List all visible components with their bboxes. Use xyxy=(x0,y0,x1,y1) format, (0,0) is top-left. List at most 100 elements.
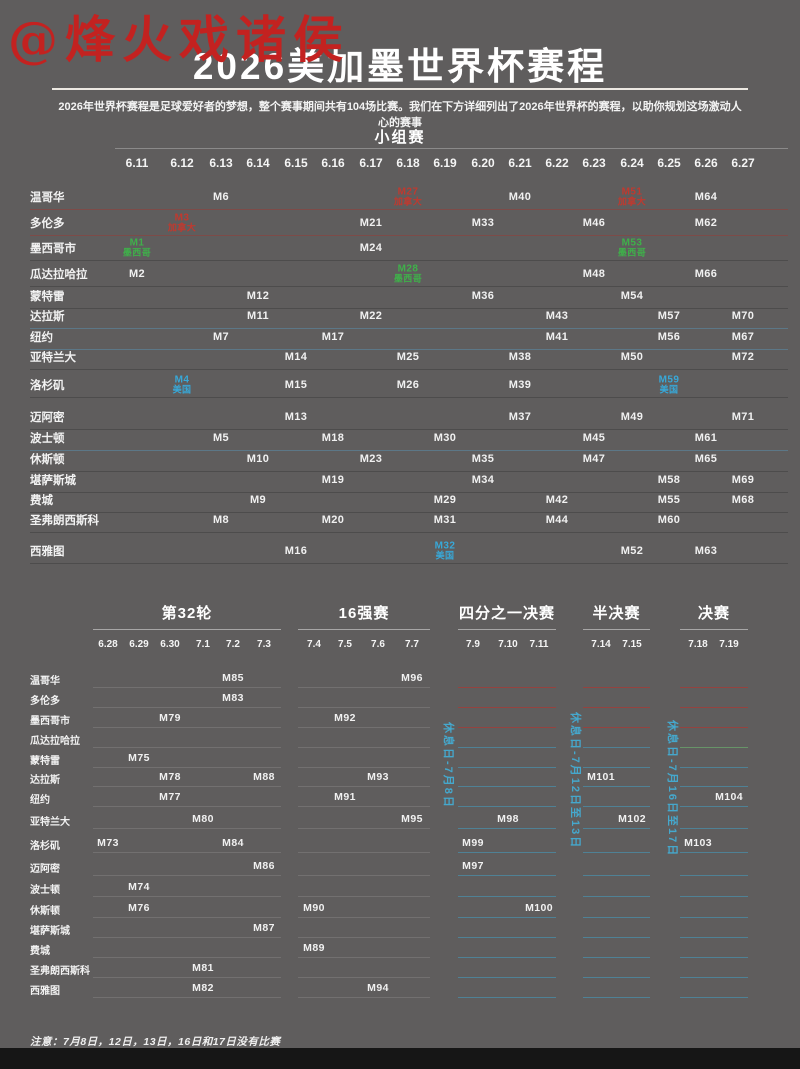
phase-row-line xyxy=(680,786,748,787)
match-cell: M100 xyxy=(525,902,553,914)
phase-row-line xyxy=(583,852,650,853)
match-cell-hosted: M27 加拿大 xyxy=(394,187,422,208)
phase-row-line xyxy=(93,687,281,688)
match-cell: M91 xyxy=(334,791,356,803)
host-country-label: 美国 xyxy=(659,384,679,395)
match-cell: M84 xyxy=(222,837,244,849)
group-city-label: 瓜达拉哈拉 xyxy=(30,269,88,281)
match-cell: M99 xyxy=(462,837,484,849)
knockout-city-label: 波士顿 xyxy=(30,885,60,896)
match-cell: M87 xyxy=(253,922,275,934)
group-row-separator xyxy=(30,563,788,564)
phase-row-line xyxy=(458,828,556,829)
phase-row-line xyxy=(298,875,430,876)
group-date-header: 6.21 xyxy=(508,156,532,170)
phase-row-line xyxy=(93,828,281,829)
match-cell: M85 xyxy=(222,672,244,684)
group-date-header: 6.22 xyxy=(545,156,569,170)
phase-row-line xyxy=(93,727,281,728)
phase-row-line xyxy=(583,747,650,748)
match-cell-hosted: M3 加拿大 xyxy=(168,213,196,234)
match-cell: M75 xyxy=(128,752,150,764)
group-row-separator xyxy=(30,397,788,398)
knockout-city-label: 纽约 xyxy=(30,795,50,806)
match-cell: M65 xyxy=(694,453,718,465)
match-cell: M78 xyxy=(159,771,181,783)
knockout-date-header: 7.19 xyxy=(719,639,739,650)
knockout-date-header: 7.14 xyxy=(591,639,611,650)
knockout-city-label: 蒙特雷 xyxy=(30,756,60,767)
group-row-separator xyxy=(30,429,788,430)
match-cell: M95 xyxy=(401,813,423,825)
phase-row-line xyxy=(583,806,650,807)
group-date-header: 6.25 xyxy=(657,156,681,170)
phase-row-line xyxy=(583,997,650,998)
group-date-header: 6.15 xyxy=(284,156,308,170)
group-row-separator xyxy=(30,260,788,261)
phase-heading-divider xyxy=(680,629,748,630)
knockout-city-label: 洛杉矶 xyxy=(30,841,60,852)
phase-row-line xyxy=(298,937,430,938)
match-cell: M60 xyxy=(657,514,681,526)
phase-row-line xyxy=(458,957,556,958)
group-city-label: 西雅图 xyxy=(30,546,65,558)
match-cell: M96 xyxy=(401,672,423,684)
group-row-separator xyxy=(30,492,788,493)
host-country-label: 加拿大 xyxy=(167,222,197,233)
match-number: M27 xyxy=(397,186,419,198)
phase-row-line xyxy=(680,917,748,918)
phase-row-line xyxy=(298,767,430,768)
knockout-city-label: 瓜达拉哈拉 xyxy=(30,736,80,747)
group-date-header: 6.17 xyxy=(359,156,383,170)
phase-row-line xyxy=(458,806,556,807)
phase-row-line xyxy=(458,852,556,853)
knockout-city-label: 西雅图 xyxy=(30,986,60,997)
match-cell: M31 xyxy=(433,514,457,526)
match-cell: M92 xyxy=(334,712,356,724)
match-number: M28 xyxy=(397,263,419,275)
host-country-label: 墨西哥 xyxy=(393,273,423,284)
match-cell: M11 xyxy=(247,310,269,322)
match-cell: M103 xyxy=(684,837,712,849)
phase-row-line xyxy=(680,896,748,897)
match-cell: M66 xyxy=(694,268,718,280)
knockout-date-header: 7.15 xyxy=(622,639,642,650)
phase-row-line xyxy=(680,957,748,958)
match-cell: M62 xyxy=(694,217,718,229)
match-cell: M15 xyxy=(284,379,308,391)
match-cell: M46 xyxy=(582,217,606,229)
match-cell: M94 xyxy=(367,982,389,994)
match-cell-hosted: M4 美国 xyxy=(173,375,192,396)
phase-row-line xyxy=(680,687,748,688)
match-cell: M24 xyxy=(359,242,383,254)
match-cell: M101 xyxy=(587,771,615,783)
host-country-label: 加拿大 xyxy=(393,196,423,207)
phase-row-line xyxy=(458,997,556,998)
match-cell: M71 xyxy=(731,411,755,423)
match-cell: M16 xyxy=(284,545,308,557)
host-country-label: 美国 xyxy=(435,550,455,561)
group-date-header: 6.19 xyxy=(433,156,457,170)
phase-row-line xyxy=(298,786,430,787)
knockout-city-label: 亚特兰大 xyxy=(30,817,70,828)
phase-heading: 16强赛 xyxy=(338,605,390,622)
group-city-label: 蒙特雷 xyxy=(30,291,65,303)
match-cell: M80 xyxy=(192,813,214,825)
phase-row-line xyxy=(583,727,650,728)
match-cell: M49 xyxy=(620,411,644,423)
group-row-separator xyxy=(30,349,788,350)
knockout-city-label: 温哥华 xyxy=(30,676,60,687)
phase-row-line xyxy=(680,747,748,748)
match-number: M1 xyxy=(129,237,145,249)
group-date-header: 6.18 xyxy=(396,156,420,170)
phase-row-line xyxy=(680,828,748,829)
match-cell: M72 xyxy=(731,351,755,363)
group-date-header: 6.16 xyxy=(321,156,345,170)
match-cell: M38 xyxy=(508,351,532,363)
phase-row-line xyxy=(680,997,748,998)
host-country-label: 加拿大 xyxy=(617,196,647,207)
phase-row-line xyxy=(298,747,430,748)
group-row-separator xyxy=(30,308,788,309)
match-cell: M8 xyxy=(212,514,230,526)
